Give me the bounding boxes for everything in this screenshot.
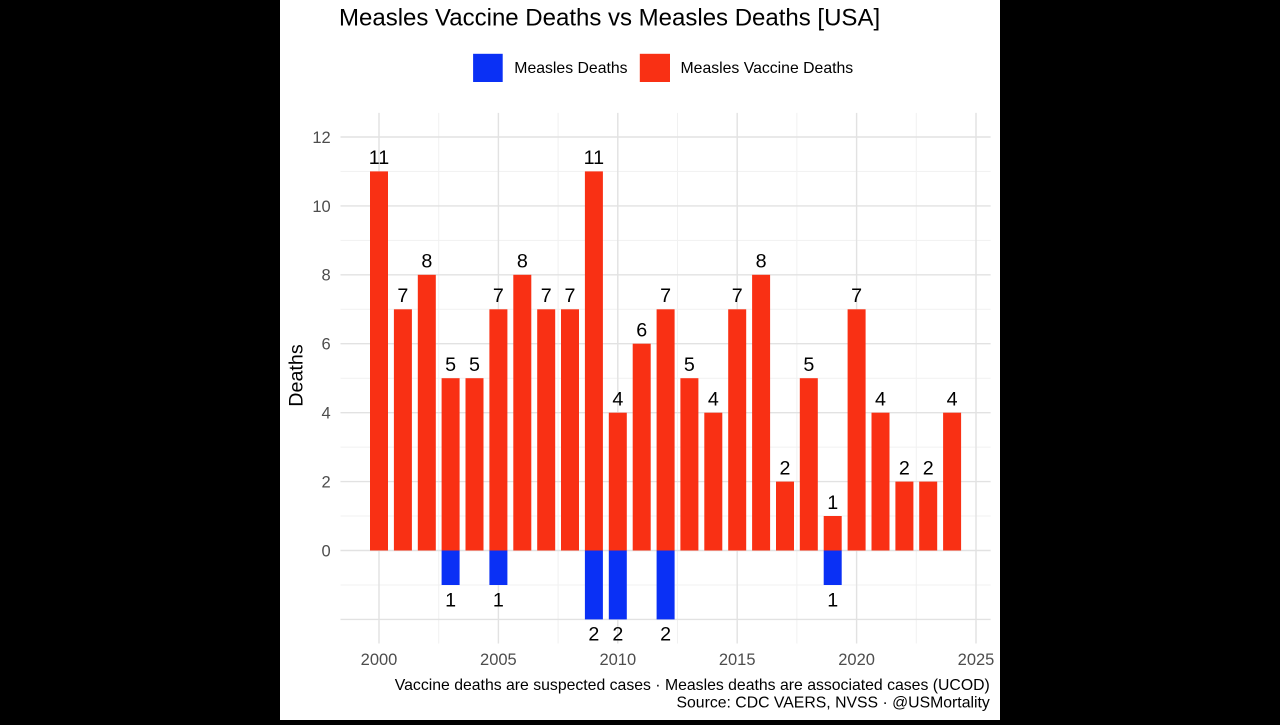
svg-text:Deaths: Deaths bbox=[286, 344, 308, 407]
svg-text:11: 11 bbox=[584, 147, 604, 169]
svg-text:11: 11 bbox=[369, 147, 389, 169]
svg-text:1: 1 bbox=[827, 589, 838, 611]
svg-text:5: 5 bbox=[684, 354, 695, 376]
svg-text:2: 2 bbox=[923, 457, 934, 479]
svg-text:7: 7 bbox=[397, 285, 408, 307]
svg-text:2: 2 bbox=[899, 457, 910, 479]
svg-text:5: 5 bbox=[803, 354, 814, 376]
svg-text:4: 4 bbox=[708, 389, 719, 411]
svg-text:1: 1 bbox=[445, 589, 456, 611]
svg-text:8: 8 bbox=[421, 251, 432, 273]
svg-text:8: 8 bbox=[756, 251, 767, 273]
svg-text:7: 7 bbox=[565, 285, 576, 307]
svg-text:2: 2 bbox=[780, 457, 791, 479]
svg-text:8: 8 bbox=[517, 251, 528, 273]
svg-text:8: 8 bbox=[322, 267, 331, 285]
svg-text:2020: 2020 bbox=[838, 651, 875, 669]
svg-text:7: 7 bbox=[541, 285, 552, 307]
svg-text:4: 4 bbox=[947, 389, 958, 411]
svg-text:5: 5 bbox=[445, 354, 456, 376]
svg-text:4: 4 bbox=[612, 389, 623, 411]
svg-text:2005: 2005 bbox=[480, 651, 517, 669]
svg-text:1: 1 bbox=[493, 589, 504, 611]
svg-text:Measles Vaccine Deaths: Measles Vaccine Deaths bbox=[681, 60, 854, 77]
svg-text:7: 7 bbox=[660, 285, 671, 307]
svg-text:2025: 2025 bbox=[958, 651, 995, 669]
svg-text:1: 1 bbox=[827, 492, 838, 514]
svg-text:2: 2 bbox=[660, 624, 671, 646]
svg-text:Measles Deaths: Measles Deaths bbox=[514, 60, 627, 77]
svg-text:6: 6 bbox=[322, 336, 331, 354]
svg-text:10: 10 bbox=[312, 198, 330, 216]
svg-text:2010: 2010 bbox=[599, 651, 636, 669]
svg-text:Source: CDC VAERS, NVSS · @USM: Source: CDC VAERS, NVSS · @USMortality bbox=[676, 694, 989, 711]
svg-text:2: 2 bbox=[588, 624, 599, 646]
svg-text:6: 6 bbox=[636, 320, 647, 342]
svg-text:2: 2 bbox=[612, 624, 623, 646]
svg-text:2015: 2015 bbox=[719, 651, 756, 669]
svg-text:2: 2 bbox=[322, 474, 331, 492]
svg-text:7: 7 bbox=[851, 285, 862, 307]
svg-text:Vaccine deaths are suspected c: Vaccine deaths are suspected cases · Mea… bbox=[395, 677, 990, 694]
svg-text:4: 4 bbox=[875, 389, 886, 411]
svg-text:12: 12 bbox=[312, 129, 330, 147]
svg-text:7: 7 bbox=[732, 285, 743, 307]
svg-text:2000: 2000 bbox=[361, 651, 398, 669]
svg-text:5: 5 bbox=[469, 354, 480, 376]
svg-text:Measles Vaccine Deaths vs Meas: Measles Vaccine Deaths vs Measles Deaths… bbox=[339, 4, 880, 31]
svg-text:4: 4 bbox=[322, 405, 331, 423]
svg-text:7: 7 bbox=[493, 285, 504, 307]
svg-text:0: 0 bbox=[322, 542, 331, 560]
